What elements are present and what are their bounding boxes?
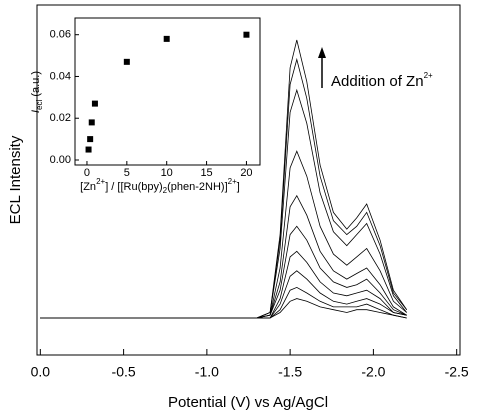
- x-axis-label: Potential (V) vs Ag/AgCl: [168, 394, 328, 411]
- x-tick-label: 0: [84, 167, 90, 179]
- y-tick-label: 0.04: [50, 70, 71, 82]
- label-part: [Zn: [80, 181, 96, 193]
- x-tick-label: -2.0: [361, 364, 385, 380]
- x-tick-label: -1.5: [278, 364, 302, 380]
- inset-frame: [74, 17, 261, 166]
- x-tick-label: 15: [200, 167, 212, 179]
- label-sub: 2: [163, 186, 168, 195]
- label-part: (phen-2NH)]: [167, 181, 228, 193]
- plot-frame: [36, 4, 461, 356]
- point: [85, 146, 92, 153]
- y-tick-label: 0.06: [50, 29, 71, 41]
- label-part: ]: [237, 181, 240, 193]
- label-part: I: [30, 110, 42, 113]
- label-part: (a.u.): [30, 71, 42, 100]
- ecl-curve: [40, 298, 407, 319]
- point: [123, 58, 130, 65]
- ecl-curve: [40, 225, 407, 319]
- x-tick-label: 5: [124, 167, 130, 179]
- y-tick-label: 0.02: [50, 112, 71, 124]
- y-axis-label: ECL Intensity: [7, 135, 24, 224]
- x-tick-label: -1.0: [195, 364, 219, 380]
- inset-x-label: [Zn2+] / [[Ru(bpy)2(phen-2NH)]2+]: [80, 177, 240, 195]
- inset-y-label: Iecl (a.u.): [30, 71, 44, 113]
- point: [88, 119, 95, 126]
- label-sup: 2+: [228, 177, 237, 186]
- point: [87, 136, 94, 143]
- x-tick-label: -2.5: [445, 364, 469, 380]
- x-tick-label: 20: [240, 167, 252, 179]
- label-sub: ecl: [35, 100, 44, 110]
- x-tick-label: 0.0: [31, 364, 51, 380]
- ecl-curve: [40, 194, 407, 319]
- x-tick-label: 10: [161, 167, 173, 179]
- point: [163, 35, 170, 42]
- label-part: ] / [[Ru(bpy): [105, 181, 162, 193]
- y-tick-label: 0.00: [50, 154, 71, 166]
- arrow-head: [318, 47, 326, 58]
- annotation-sup: 2+: [424, 71, 433, 80]
- label-sup: 2+: [96, 177, 105, 186]
- annotation-text: Addition of Zn: [331, 73, 424, 90]
- ecl-curve: [40, 88, 408, 319]
- x-tick-label: -0.5: [112, 364, 136, 380]
- annotation: Addition of Zn2+: [331, 71, 433, 90]
- point: [243, 31, 250, 38]
- point: [91, 100, 98, 107]
